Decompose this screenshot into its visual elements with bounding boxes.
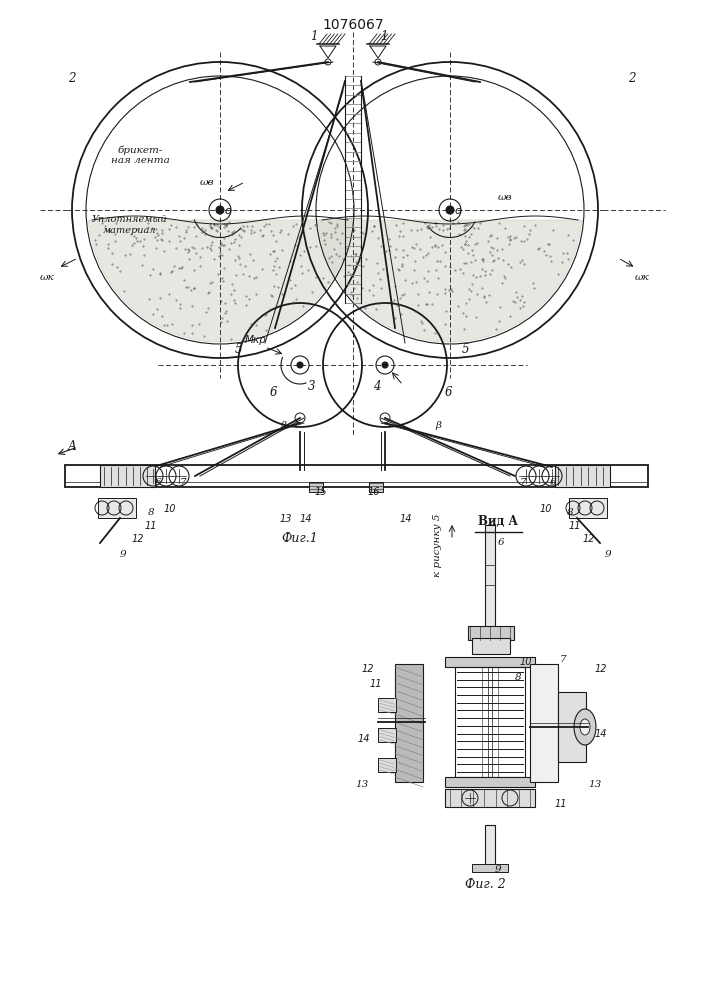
Text: 12: 12 xyxy=(132,534,144,544)
Bar xyxy=(485,525,495,630)
Bar xyxy=(445,777,535,787)
Text: 1: 1 xyxy=(310,30,317,43)
Text: 9: 9 xyxy=(120,550,127,559)
Text: ωк: ωк xyxy=(635,273,650,282)
Bar xyxy=(378,728,396,742)
Text: 7: 7 xyxy=(560,655,566,664)
Bar xyxy=(100,465,155,487)
Text: 11: 11 xyxy=(145,521,158,531)
Bar xyxy=(378,698,396,712)
Ellipse shape xyxy=(574,709,596,745)
Bar xyxy=(558,692,586,762)
Text: 5: 5 xyxy=(462,343,469,356)
Text: 9: 9 xyxy=(605,550,612,559)
Text: 14: 14 xyxy=(358,734,370,744)
Text: 13: 13 xyxy=(355,780,368,789)
Text: Фиг.1: Фиг.1 xyxy=(281,532,318,544)
Text: 6: 6 xyxy=(445,386,452,399)
Text: 2: 2 xyxy=(68,72,76,85)
Circle shape xyxy=(297,362,303,368)
Text: Мкр: Мкр xyxy=(245,335,267,345)
Text: о: о xyxy=(454,206,461,216)
Circle shape xyxy=(382,362,388,368)
Bar xyxy=(369,482,383,492)
Text: Фиг. 2: Фиг. 2 xyxy=(464,879,506,892)
Text: 7: 7 xyxy=(520,478,527,487)
Text: 10: 10 xyxy=(520,657,532,667)
Bar xyxy=(455,667,525,777)
Circle shape xyxy=(446,206,454,214)
Text: 13: 13 xyxy=(280,514,293,524)
Text: 9: 9 xyxy=(495,865,502,874)
Text: ωк: ωк xyxy=(40,273,54,282)
Bar xyxy=(445,789,535,807)
Text: ωв: ωв xyxy=(498,193,513,202)
Ellipse shape xyxy=(580,719,590,735)
Text: 10: 10 xyxy=(164,504,177,514)
Text: 2: 2 xyxy=(628,72,636,85)
Text: β: β xyxy=(280,421,286,430)
Text: 1: 1 xyxy=(380,30,387,43)
Text: 16: 16 xyxy=(368,487,380,497)
Bar xyxy=(530,664,558,782)
Text: 6: 6 xyxy=(498,538,505,547)
Bar xyxy=(485,825,495,867)
Text: 7: 7 xyxy=(180,478,187,487)
Text: 3: 3 xyxy=(308,380,315,393)
Text: 14: 14 xyxy=(400,514,412,524)
Text: А: А xyxy=(68,440,77,453)
Circle shape xyxy=(216,206,224,214)
Text: ωв: ωв xyxy=(200,178,214,187)
Text: 6: 6 xyxy=(155,478,162,487)
Bar xyxy=(98,498,136,518)
Text: брикет-
ная лента: брикет- ная лента xyxy=(110,145,170,165)
Bar xyxy=(468,626,514,640)
Text: 11: 11 xyxy=(370,679,382,689)
Text: 11: 11 xyxy=(569,521,581,531)
Text: 6: 6 xyxy=(550,478,556,487)
Polygon shape xyxy=(318,220,582,342)
Text: 12: 12 xyxy=(595,664,607,674)
Text: Уплотняемый
материал: Уплотняемый материал xyxy=(92,215,168,235)
Bar xyxy=(395,664,423,782)
Bar xyxy=(378,758,396,772)
Text: 4: 4 xyxy=(373,380,380,393)
Text: 11: 11 xyxy=(555,799,568,809)
Bar xyxy=(445,657,535,667)
Text: к рисунку 5: к рисунку 5 xyxy=(433,514,443,577)
Bar xyxy=(472,864,508,872)
Text: 1076067: 1076067 xyxy=(322,18,384,32)
Text: 5: 5 xyxy=(235,343,243,356)
Text: 6: 6 xyxy=(270,386,278,399)
Text: 8: 8 xyxy=(515,673,522,682)
Bar xyxy=(309,482,323,492)
Text: о: о xyxy=(224,206,230,216)
Text: 15: 15 xyxy=(315,487,327,497)
Bar xyxy=(569,498,607,518)
Text: β: β xyxy=(435,421,441,430)
Text: 12: 12 xyxy=(583,534,595,544)
Text: 10: 10 xyxy=(540,504,552,514)
Text: 14: 14 xyxy=(595,729,607,739)
Text: 8: 8 xyxy=(567,508,573,517)
Bar xyxy=(65,465,648,487)
Polygon shape xyxy=(88,220,352,342)
Text: 13: 13 xyxy=(588,780,601,789)
Text: 14: 14 xyxy=(300,514,312,524)
Text: Вид А: Вид А xyxy=(478,515,518,528)
Bar xyxy=(555,465,610,487)
Bar xyxy=(472,638,510,654)
Text: 8: 8 xyxy=(148,508,155,517)
Text: 12: 12 xyxy=(362,664,375,674)
